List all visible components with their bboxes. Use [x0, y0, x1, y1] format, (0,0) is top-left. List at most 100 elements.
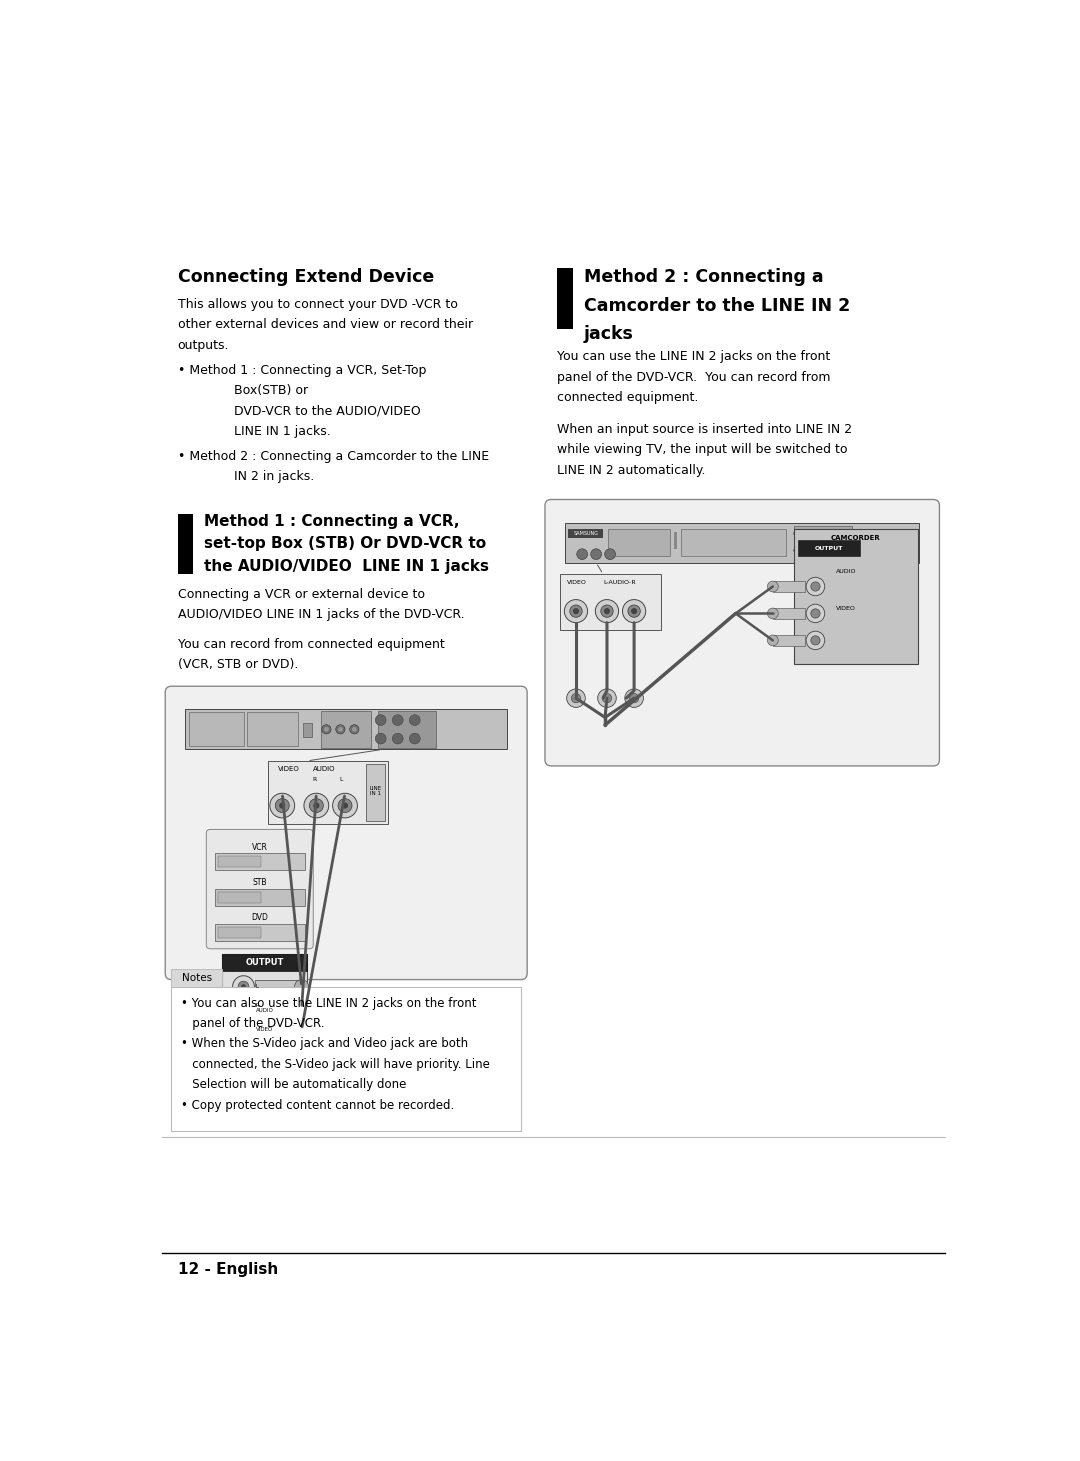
Circle shape	[232, 1018, 255, 1040]
Circle shape	[336, 725, 345, 733]
Bar	[681, 529, 786, 557]
Text: Method 2 : Connecting a: Method 2 : Connecting a	[583, 269, 823, 286]
Bar	[268, 761, 389, 824]
Circle shape	[794, 546, 801, 554]
Circle shape	[392, 733, 403, 744]
Bar	[773, 581, 806, 592]
Bar	[247, 713, 298, 747]
Text: VCR: VCR	[252, 843, 268, 852]
Circle shape	[375, 733, 387, 744]
Circle shape	[625, 690, 644, 707]
Text: VIDEO: VIDEO	[278, 767, 299, 773]
Circle shape	[816, 529, 825, 538]
Bar	[215, 888, 305, 906]
Circle shape	[241, 1005, 246, 1011]
Bar	[255, 1001, 301, 1015]
Bar	[557, 269, 572, 329]
Text: jacks: jacks	[583, 326, 634, 343]
Circle shape	[811, 636, 820, 644]
Text: • When the S-Video jack and Video jack are both: • When the S-Video jack and Video jack a…	[180, 1037, 468, 1050]
Circle shape	[322, 725, 332, 733]
Circle shape	[324, 728, 328, 732]
Text: LINE
IN 1: LINE IN 1	[369, 786, 381, 796]
Circle shape	[313, 802, 320, 808]
Text: R
AUDIO: R AUDIO	[256, 1002, 273, 1014]
Circle shape	[603, 694, 611, 703]
Circle shape	[338, 799, 352, 812]
Bar	[218, 891, 260, 903]
Circle shape	[768, 636, 779, 646]
FancyBboxPatch shape	[206, 830, 313, 948]
Circle shape	[295, 979, 309, 993]
Circle shape	[811, 581, 820, 592]
Bar	[378, 712, 435, 748]
Circle shape	[270, 793, 295, 818]
Circle shape	[342, 802, 348, 808]
Text: • You can also use the LINE IN 2 jacks on the front: • You can also use the LINE IN 2 jacks o…	[180, 996, 476, 1010]
Bar	[773, 636, 806, 646]
Text: AUDIO: AUDIO	[836, 568, 856, 574]
Text: VIDEO: VIDEO	[567, 580, 586, 584]
Circle shape	[630, 694, 638, 703]
Circle shape	[303, 793, 328, 818]
Bar	[215, 925, 305, 941]
Circle shape	[309, 799, 323, 812]
Circle shape	[295, 1023, 309, 1036]
Text: outputs.: outputs.	[177, 339, 229, 352]
Bar	[221, 954, 307, 1043]
Circle shape	[572, 608, 579, 614]
Bar	[798, 541, 860, 555]
Circle shape	[768, 608, 779, 619]
Text: Connecting Extend Device: Connecting Extend Device	[177, 269, 434, 286]
Text: IN 2 in jacks.: IN 2 in jacks.	[177, 470, 314, 484]
Circle shape	[622, 599, 646, 622]
Bar	[215, 853, 305, 871]
Circle shape	[806, 605, 825, 622]
Circle shape	[631, 608, 637, 614]
Text: AUDIO/VIDEO LINE IN 1 jacks of the DVD-VCR.: AUDIO/VIDEO LINE IN 1 jacks of the DVD-V…	[177, 608, 464, 621]
Circle shape	[571, 694, 581, 703]
Text: L: L	[339, 777, 343, 782]
Text: You can record from connected equipment: You can record from connected equipment	[177, 637, 444, 650]
Circle shape	[768, 581, 779, 592]
Text: SAMSUNG: SAMSUNG	[573, 530, 598, 536]
Bar	[221, 954, 307, 972]
Circle shape	[565, 599, 588, 622]
Bar	[794, 529, 918, 663]
Bar	[172, 988, 521, 1131]
Circle shape	[828, 529, 836, 538]
Circle shape	[806, 577, 825, 596]
Circle shape	[567, 690, 585, 707]
Bar	[186, 709, 507, 749]
Bar	[189, 713, 243, 747]
Circle shape	[338, 728, 342, 732]
FancyBboxPatch shape	[545, 500, 940, 766]
Circle shape	[794, 529, 801, 538]
Text: VIDEO: VIDEO	[256, 1027, 273, 1031]
Text: other external devices and view or record their: other external devices and view or recor…	[177, 318, 473, 332]
Bar	[608, 529, 670, 557]
Text: Camcorder to the LINE IN 2: Camcorder to the LINE IN 2	[583, 297, 850, 316]
Bar	[255, 979, 301, 993]
Bar	[177, 514, 193, 574]
Text: L: L	[256, 985, 259, 989]
Bar	[255, 1023, 301, 1036]
Bar	[561, 574, 661, 630]
Text: OUTPUT: OUTPUT	[814, 545, 842, 551]
Circle shape	[232, 998, 255, 1018]
Bar	[794, 526, 852, 560]
Text: connected equipment.: connected equipment.	[557, 392, 699, 403]
Circle shape	[333, 793, 357, 818]
Text: LINE IN 1 jacks.: LINE IN 1 jacks.	[177, 425, 330, 438]
Circle shape	[605, 549, 616, 560]
Circle shape	[352, 728, 356, 732]
Text: • Method 1 : Connecting a VCR, Set-Top: • Method 1 : Connecting a VCR, Set-Top	[177, 364, 426, 377]
Text: L-AUDIO-R: L-AUDIO-R	[603, 580, 636, 584]
Text: R: R	[312, 777, 316, 782]
Circle shape	[241, 985, 246, 989]
Circle shape	[238, 1024, 248, 1034]
Circle shape	[232, 976, 255, 998]
Text: VIDEO: VIDEO	[836, 606, 856, 611]
Bar	[674, 532, 677, 549]
Bar	[172, 969, 221, 988]
